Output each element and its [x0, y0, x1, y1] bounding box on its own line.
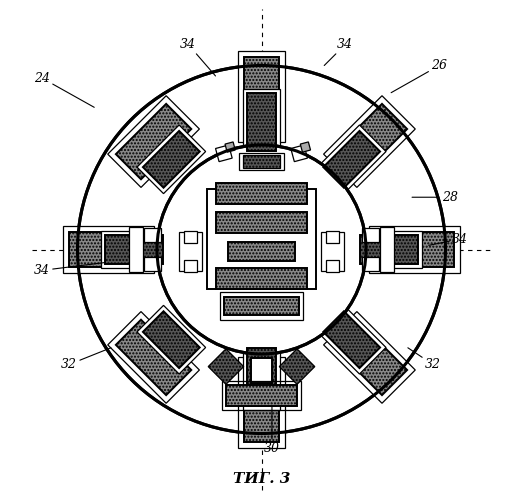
Bar — [143, 311, 200, 368]
Bar — [238, 357, 285, 448]
Bar — [238, 153, 285, 170]
Bar — [362, 257, 379, 271]
Bar — [220, 292, 303, 319]
Bar — [215, 268, 308, 289]
Bar — [108, 96, 199, 188]
Bar — [243, 89, 280, 155]
Text: 32: 32 — [61, 348, 111, 371]
Circle shape — [77, 65, 446, 434]
Text: 34: 34 — [324, 38, 353, 65]
Bar — [137, 305, 206, 374]
Bar — [251, 358, 272, 383]
Bar — [247, 93, 276, 151]
Text: ΤИГ. 3: ΤИГ. 3 — [233, 473, 290, 487]
Bar — [105, 235, 163, 264]
Bar — [116, 104, 191, 179]
Bar — [184, 260, 197, 272]
Bar — [215, 145, 232, 162]
Bar — [356, 231, 422, 268]
Bar — [179, 232, 202, 271]
Text: 34: 34 — [429, 233, 468, 246]
Bar — [143, 131, 200, 188]
Bar — [116, 320, 191, 395]
Text: 26: 26 — [391, 59, 447, 93]
Bar — [225, 142, 235, 152]
Bar — [108, 311, 199, 403]
Bar — [317, 305, 386, 374]
Bar — [215, 183, 308, 204]
Bar — [332, 320, 407, 395]
Bar — [244, 362, 279, 442]
Bar — [243, 155, 280, 168]
Bar — [207, 189, 316, 289]
Text: 32: 32 — [408, 348, 441, 371]
Bar — [222, 381, 301, 411]
Bar — [279, 349, 315, 384]
Bar — [321, 232, 344, 271]
Bar — [360, 235, 418, 264]
Bar — [326, 231, 339, 243]
Text: 34: 34 — [34, 260, 126, 277]
Bar — [324, 96, 415, 188]
Bar — [144, 228, 161, 242]
Bar — [323, 131, 380, 188]
Bar — [380, 227, 394, 272]
Bar — [243, 344, 280, 410]
Text: 24: 24 — [34, 71, 94, 107]
Bar — [226, 385, 297, 406]
Bar — [129, 227, 143, 272]
Bar — [63, 226, 154, 273]
Text: 30: 30 — [264, 406, 280, 455]
Bar — [101, 231, 167, 268]
Bar — [324, 311, 415, 403]
Bar — [374, 232, 454, 267]
Bar — [291, 145, 308, 162]
Bar — [369, 226, 460, 273]
Bar — [224, 296, 299, 315]
Text: 28: 28 — [412, 191, 458, 204]
Bar — [332, 104, 407, 179]
Bar — [244, 57, 279, 137]
Bar — [144, 257, 161, 271]
Bar — [326, 260, 339, 272]
Bar — [228, 242, 295, 261]
Bar — [238, 51, 285, 142]
Bar — [215, 212, 308, 233]
Text: 34: 34 — [180, 38, 215, 76]
Bar — [208, 349, 244, 384]
Bar — [323, 311, 380, 368]
Bar — [137, 125, 206, 194]
Bar — [184, 231, 197, 243]
Bar — [300, 142, 311, 152]
Circle shape — [157, 145, 366, 354]
Bar — [247, 348, 276, 406]
Bar — [362, 228, 379, 242]
Bar — [317, 125, 386, 194]
Bar — [69, 232, 149, 267]
